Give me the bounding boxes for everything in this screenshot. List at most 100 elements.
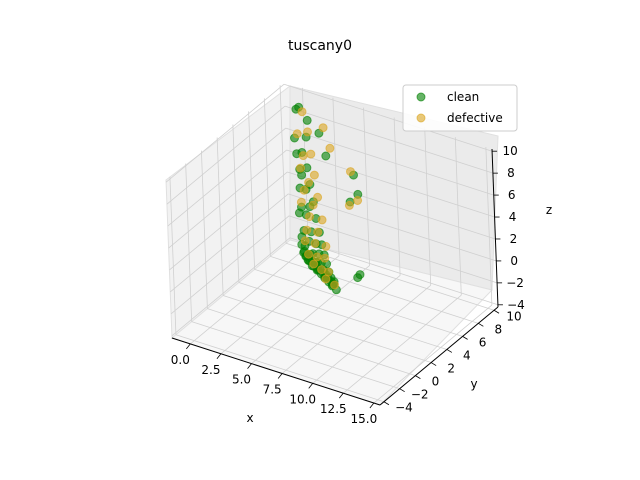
data-point-defective (344, 200, 354, 210)
z-axis-line (491, 148, 499, 308)
x-tick-mark (247, 363, 252, 369)
z-grid-back (288, 215, 498, 284)
data-point-defective (353, 196, 363, 205)
x-tick-label: 12.5 (320, 402, 347, 416)
data-point-defective (309, 170, 319, 180)
axes-ticks: 0.02.55.07.510.012.515.0−4−20246810−4−20… (171, 144, 525, 426)
data-point-defective (321, 241, 331, 251)
z-axis-label: z (546, 203, 552, 217)
data-point-defective (313, 227, 323, 237)
data-point-defective (320, 253, 330, 263)
data-point-clean (294, 208, 304, 218)
z-tick-label: −2 (506, 276, 524, 290)
data-point-defective (305, 212, 314, 222)
z-tick-label: 6 (508, 188, 516, 202)
x-tick-label: 5.0 (232, 373, 251, 387)
data-point-defective (308, 200, 318, 210)
y-tick-label: 8 (495, 322, 503, 336)
data-point-defective (312, 252, 322, 262)
z-grid-left (167, 127, 287, 227)
z-tick-label: 2 (510, 232, 518, 246)
z-tick-label: 4 (509, 210, 517, 224)
legend-label-clean: clean (447, 90, 479, 104)
data-point-defective (317, 215, 327, 225)
y-tick-label: −2 (411, 388, 429, 402)
y-tick-mark (383, 401, 390, 406)
data-point-defective (304, 249, 313, 259)
x-axis-line (171, 337, 381, 406)
y-tick-label: 2 (447, 362, 455, 376)
y-grid-floor (223, 295, 432, 363)
data-point-defective (303, 127, 312, 137)
z-tick-label: 8 (507, 166, 515, 180)
data-point-defective (296, 197, 306, 207)
legend-label-defective: defective (447, 111, 503, 125)
data-point-defective (298, 151, 308, 161)
data-point-defective (296, 163, 305, 173)
x-grid-back (393, 117, 401, 276)
z-tick-label: 10 (502, 144, 517, 158)
legend: clean defective (402, 84, 518, 132)
z-grid-left (165, 83, 285, 183)
x-tick-mark (216, 353, 222, 360)
chart-title: tuscany0 (288, 38, 352, 54)
x-tick-mark (369, 402, 375, 409)
y-grid-floor (270, 255, 479, 324)
data-point-defective (292, 129, 302, 139)
x-tick-label: 2.5 (201, 363, 220, 377)
scatter-points (290, 102, 365, 295)
z-grid-left (169, 171, 288, 271)
y-tick-label: 10 (506, 309, 521, 323)
data-point-defective (297, 107, 307, 117)
y-grid-left (169, 176, 177, 335)
y-tick-mark (446, 349, 453, 353)
z-grid-left (169, 193, 289, 293)
axes-grid (165, 83, 499, 404)
x-tick-label: 10.0 (289, 392, 316, 406)
x-tick-mark (338, 392, 344, 399)
x-tick-label: 15.0 (351, 412, 378, 426)
data-point-defective (302, 225, 312, 235)
x-tick-label: 0.0 (171, 353, 190, 367)
z-grid-back (286, 149, 495, 218)
y-grid-left (185, 163, 193, 322)
legend-marker-defective (416, 113, 426, 123)
z-grid-back (283, 83, 493, 152)
y-grid-left (232, 124, 240, 283)
y-tick-label: 6 (479, 335, 487, 349)
y-grid-left (216, 137, 224, 296)
z-grid-left (166, 105, 286, 205)
y-tick-mark (493, 309, 500, 314)
data-point-defective (318, 123, 328, 133)
y-grid-left (201, 150, 208, 309)
y-tick-mark (462, 336, 468, 340)
z-grid-back (284, 105, 494, 174)
data-point-defective (306, 149, 316, 159)
y-tick-label: 0 (432, 375, 440, 389)
y-grid-floor (207, 308, 416, 376)
y-tick-label: −4 (395, 401, 413, 415)
y-grid-floor (175, 334, 385, 403)
y-tick-mark (478, 322, 484, 327)
data-point-clean (302, 115, 312, 125)
data-point-defective (325, 143, 335, 153)
y-grid-floor (238, 282, 447, 350)
x-grid-back (363, 107, 370, 266)
x-axis-label: x (246, 411, 253, 425)
x-tick-mark (186, 343, 191, 350)
z-grid-left (171, 237, 291, 337)
x-grid-back (454, 137, 462, 296)
data-point-defective (346, 167, 355, 177)
data-point-defective (313, 192, 323, 202)
x-tick-label: 7.5 (263, 382, 282, 396)
y-grid-floor (191, 321, 400, 390)
y-tick-label: 4 (463, 348, 471, 362)
y-tick-mark (399, 388, 405, 393)
z-grid-left (170, 215, 290, 315)
y-grid-left (248, 111, 255, 270)
data-point-defective (304, 178, 314, 187)
x-grid-back (332, 97, 340, 256)
z-grid-back (285, 127, 494, 196)
z-grid-left (168, 149, 287, 249)
